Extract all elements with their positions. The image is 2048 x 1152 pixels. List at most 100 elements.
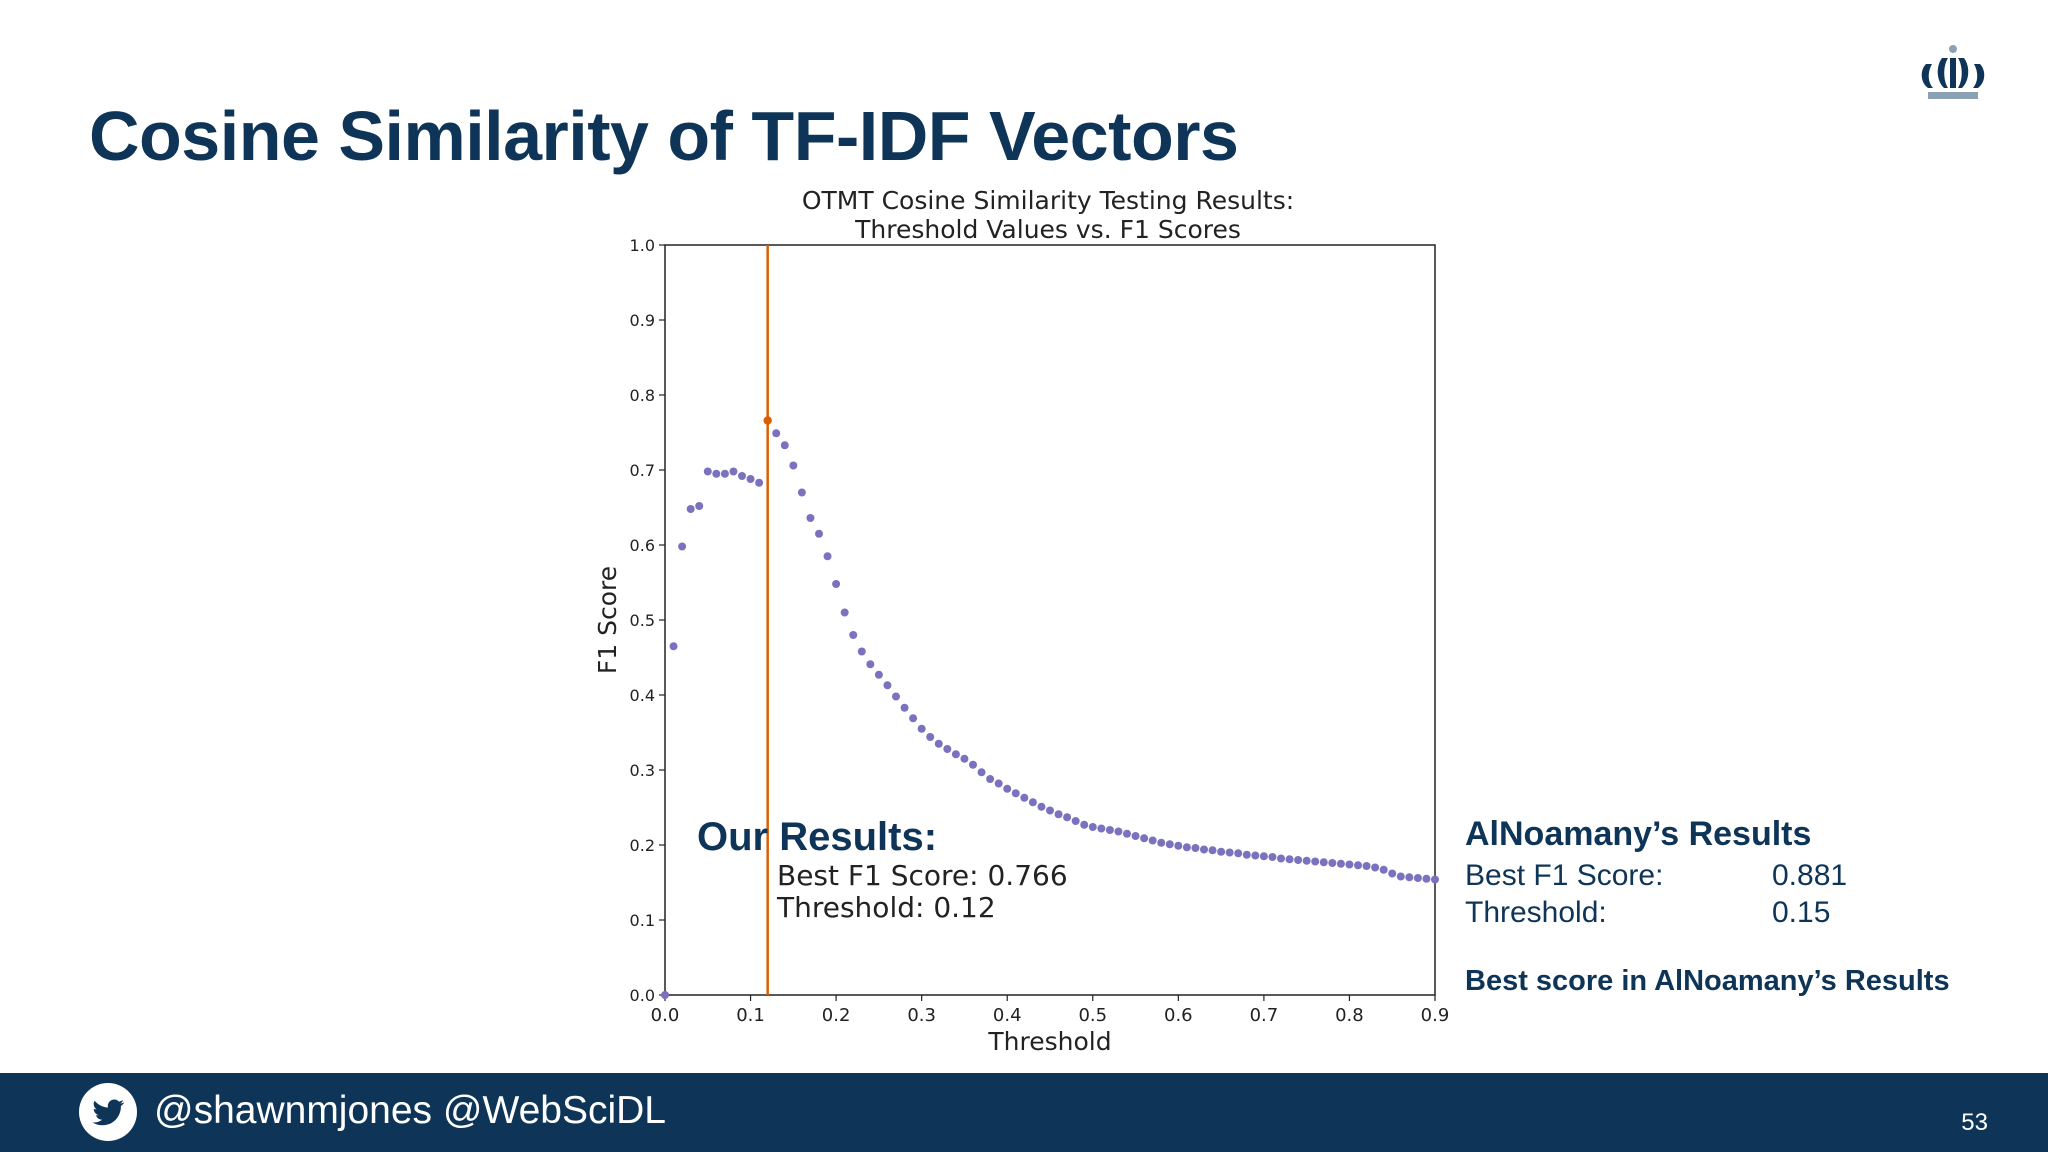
- data-point: [857, 647, 866, 656]
- data-point: [1302, 856, 1311, 865]
- data-point: [1345, 860, 1354, 869]
- data-point: [1174, 841, 1183, 850]
- data-point: [1028, 798, 1037, 807]
- data-point: [1354, 861, 1362, 870]
- best-f1-point: [763, 416, 772, 425]
- y-tick-label: 0.3: [630, 761, 655, 780]
- x-tick-label: 0.8: [1335, 1005, 1364, 1026]
- data-point: [926, 733, 935, 741]
- data-point: [1396, 872, 1405, 881]
- data-point: [755, 478, 764, 487]
- data-point: [909, 714, 918, 723]
- data-point: [1080, 820, 1089, 829]
- data-point: [806, 514, 815, 522]
- our-threshold: Threshold: 0.12: [777, 891, 996, 924]
- data-point: [977, 768, 986, 777]
- slide-title: Cosine Similarity of TF-IDF Vectors: [89, 97, 1239, 175]
- data-point: [720, 469, 729, 478]
- data-point: [943, 745, 952, 753]
- alnoamany-f1-row: Best F1 Score: 0.881: [1465, 857, 2025, 894]
- alnoamany-threshold-value: 0.15: [1772, 896, 1831, 929]
- data-point: [823, 552, 832, 561]
- data-point: [1046, 806, 1054, 815]
- x-tick-label: 0.5: [1078, 1005, 1107, 1026]
- twitter-icon[interactable]: [78, 1082, 138, 1142]
- series-points: [661, 429, 1439, 999]
- data-point: [1405, 873, 1414, 882]
- data-point: [661, 991, 669, 999]
- data-point: [729, 467, 738, 476]
- x-tick-label: 0.3: [907, 1005, 936, 1026]
- y-tick-label: 0.4: [630, 686, 655, 705]
- data-point: [815, 529, 823, 538]
- data-point: [1319, 858, 1328, 867]
- data-point: [1311, 857, 1320, 866]
- data-point: [797, 488, 806, 497]
- plot-area: [664, 244, 1436, 996]
- x-tick-label: 0.7: [1250, 1005, 1279, 1026]
- y-tick-label: 0.5: [630, 611, 655, 630]
- data-point: [883, 681, 892, 690]
- data-point: [1140, 834, 1149, 843]
- data-point: [1371, 863, 1380, 872]
- data-point: [1388, 869, 1397, 878]
- footer-handles: @shawnmjones @WebSciDL: [154, 1089, 666, 1132]
- data-point: [994, 779, 1003, 788]
- data-point: [1294, 856, 1303, 864]
- data-point: [1088, 823, 1097, 831]
- page-number: 53: [1961, 1109, 1988, 1136]
- x-axis-label: Threshold: [987, 1027, 1111, 1056]
- data-point: [1422, 874, 1431, 883]
- footer-bar: @shawnmjones @WebSciDL 53: [0, 1073, 2048, 1152]
- data-point: [1054, 810, 1063, 819]
- data-point: [1259, 852, 1268, 861]
- data-point: [1251, 851, 1260, 860]
- data-point: [780, 441, 789, 450]
- data-point: [1242, 850, 1251, 859]
- data-point: [866, 660, 875, 669]
- chart-subtitle: Threshold Values vs. F1 Scores: [854, 215, 1241, 244]
- our-best-f1: Best F1 Score: 0.766: [777, 859, 1068, 892]
- data-point: [849, 631, 858, 639]
- data-point: [1148, 836, 1157, 845]
- data-point: [738, 472, 746, 480]
- data-point: [1191, 844, 1200, 852]
- data-point: [951, 750, 960, 759]
- data-point: [746, 475, 755, 483]
- data-point: [1285, 855, 1294, 864]
- data-point: [840, 608, 849, 617]
- f1-threshold-chart: OTMT Cosine Similarity Testing Results: …: [593, 186, 1450, 1056]
- x-tick-label: 0.0: [651, 1005, 680, 1026]
- data-point: [1011, 789, 1020, 798]
- data-point: [1413, 874, 1422, 882]
- data-point: [1431, 875, 1439, 884]
- x-tick-label: 0.9: [1421, 1005, 1450, 1026]
- crown-logo-icon: [1921, 45, 1985, 99]
- data-point: [1037, 802, 1046, 811]
- alnoamany-threshold-label: Threshold:: [1465, 896, 1607, 929]
- y-tick-label: 0.2: [630, 836, 655, 855]
- y-tick-label: 0.7: [630, 461, 655, 480]
- data-point: [1020, 793, 1029, 802]
- data-point: [1063, 813, 1072, 822]
- x-axis-ticks: 0.0 0.1 0.2 0.3 0.4 0.5 0.6 0.7 0.8 0.9: [651, 995, 1450, 1026]
- data-point: [1234, 849, 1243, 858]
- data-point: [1336, 859, 1345, 868]
- data-point: [960, 754, 969, 763]
- alnoamany-results-panel: AlNoamany’s Results Best F1 Score: 0.881…: [1465, 815, 2025, 998]
- data-point: [1225, 848, 1234, 857]
- data-point: [969, 760, 977, 769]
- y-axis-label: F1 Score: [593, 566, 622, 674]
- data-point: [1217, 847, 1226, 856]
- x-tick-label: 0.6: [1164, 1005, 1193, 1026]
- data-point: [892, 692, 900, 701]
- data-point: [1123, 829, 1131, 838]
- y-tick-label: 0.6: [630, 536, 655, 555]
- data-point: [1071, 817, 1080, 825]
- data-point: [1379, 865, 1388, 874]
- y-tick-label: 0.8: [630, 386, 655, 405]
- data-point: [1105, 826, 1114, 834]
- data-point: [789, 461, 798, 470]
- data-point: [934, 739, 943, 748]
- our-results-heading: Our Results:: [697, 815, 938, 859]
